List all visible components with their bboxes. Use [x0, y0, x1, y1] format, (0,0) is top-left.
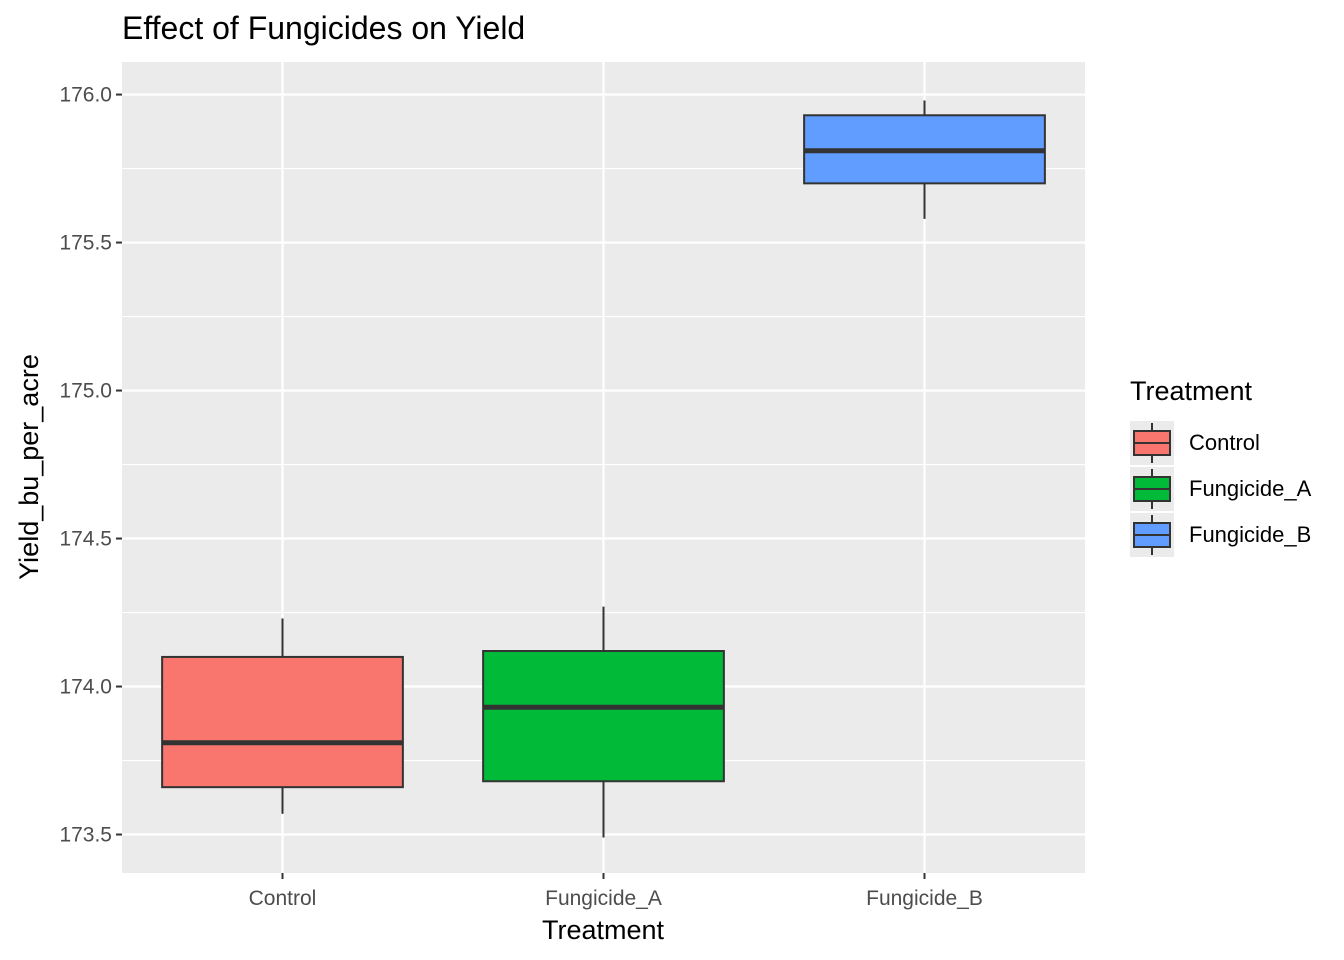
x-tick-label: Control	[249, 887, 317, 910]
y-tick-label: 175.0	[59, 380, 112, 403]
legend-label-fungicide-a: Fungicide_A	[1189, 476, 1312, 501]
axes: 173.5 174.0 174.5 175.0 175.5 176.0 Control Fun…	[59, 84, 982, 910]
chart-title: Effect of Fungicides on Yield	[122, 10, 526, 46]
legend-item-fungicide-a: Fungicide_A	[1130, 467, 1340, 511]
boxplot-series	[161, 100, 1046, 838]
y-axis-label: Yield_bu_per_acre	[14, 354, 44, 580]
y-tick-label: 173.5	[59, 824, 112, 847]
boxplot-fungicide-a	[482, 606, 725, 838]
legend-label-control: Control	[1189, 430, 1260, 455]
legend-label-fungicide-b: Fungicide_B	[1189, 522, 1312, 547]
y-tick-label: 174.0	[59, 676, 112, 699]
legend-title: Treatment	[1130, 376, 1253, 406]
box-iqr	[161, 655, 404, 789]
legend-key-fungicide-a	[1130, 467, 1174, 511]
y-tick-label: 176.0	[59, 84, 112, 107]
box-iqr	[482, 650, 725, 783]
y-tick-label: 174.5	[59, 528, 112, 551]
legend-key-control	[1130, 421, 1174, 465]
boxplot-control	[161, 618, 404, 814]
x-tick-label: Fungicide_A	[545, 887, 662, 910]
y-tick-label: 175.5	[59, 232, 112, 255]
x-axis-label: Treatment	[542, 915, 665, 945]
boxplot-fungicide-b	[803, 100, 1046, 219]
x-tick-label: Fungicide_B	[866, 887, 983, 910]
legend-item-control: Control	[1130, 421, 1340, 465]
legend-key-fungicide-b	[1130, 513, 1174, 557]
legend-item-fungicide-b: Fungicide_B	[1130, 513, 1340, 557]
